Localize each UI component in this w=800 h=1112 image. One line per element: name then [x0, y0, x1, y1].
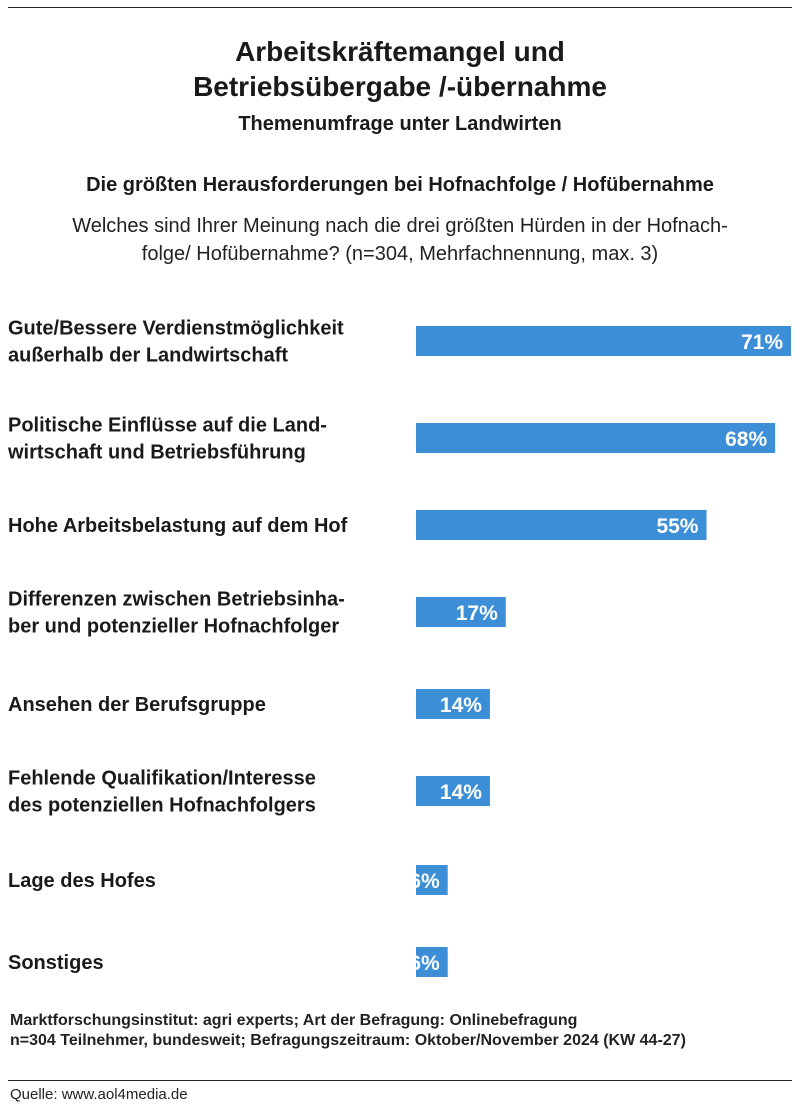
- value-label: 14%: [440, 781, 482, 804]
- value-label: 6%: [409, 870, 440, 893]
- question-line-1: Welches sind Ihrer Meinung nach die drei…: [72, 215, 728, 237]
- bar: [416, 776, 490, 806]
- chart-title: Arbeitskräftemangel und Betriebsübergabe…: [0, 34, 800, 104]
- value-label: 68%: [725, 428, 767, 451]
- category-label-line: wirtschaft und Betriebsführung: [7, 442, 306, 464]
- question-line-2: folge/ Hofübernahme? (n=304, Mehrfachnen…: [141, 243, 659, 265]
- category-label-line: Gute/Bessere Verdienstmöglichkeit: [8, 318, 344, 340]
- bar: [416, 689, 490, 719]
- chart-subtitle: Themenumfrage unter Landwirten: [238, 113, 562, 135]
- bar-chart: Gute/Bessere Verdienstmöglichkeit außerha…: [7, 318, 791, 977]
- bottom-rule: [8, 1080, 792, 1081]
- category-label-line: ber und potenzieller Hofnachfolger: [8, 616, 339, 638]
- category-label-line: Lage des Hofes: [8, 870, 156, 892]
- bar: [416, 510, 707, 540]
- category-label: Politische Einflüsse auf die Land-wirtsc…: [7, 415, 327, 464]
- value-label: 6%: [409, 952, 440, 975]
- bar: [416, 423, 776, 453]
- category-label: Ansehen der Berufsgruppe: [8, 694, 266, 716]
- bar: [416, 326, 791, 356]
- category-label-line: Ansehen der Berufsgruppe: [8, 694, 266, 716]
- value-label: 14%: [440, 694, 482, 717]
- category-label-line: Sonstiges: [8, 952, 104, 974]
- chart-heading: Die größten Herausforderungen bei Hofnac…: [86, 174, 714, 196]
- value-label: 17%: [456, 602, 498, 625]
- value-label: 71%: [741, 331, 783, 354]
- note-line-1: Marktforschungsinstitut: agri experts; A…: [10, 1012, 578, 1029]
- category-label: Hohe Arbeitsbelastung auf dem Hof: [8, 515, 348, 537]
- category-label-line: des potenziellen Hofnachfolgers: [8, 795, 316, 817]
- category-label-line: Fehlende Qualifikation/Interesse: [8, 768, 316, 790]
- bar: [416, 947, 448, 977]
- note-line-2: n=304 Teilnehmer, bundesweit; Befragungs…: [10, 1032, 686, 1049]
- category-label: Gute/Bessere Verdienstmöglichkeit außerha…: [8, 318, 344, 367]
- value-label: 55%: [656, 515, 698, 538]
- source-credit: Quelle: www.aol4media.de: [10, 1086, 188, 1103]
- bar: [416, 865, 448, 895]
- survey-question: Welches sind Ihrer Meinung nach die drei…: [20, 212, 780, 268]
- category-label-line: Differenzen zwischen Betriebsinha-: [8, 589, 345, 611]
- methodology-note: Marktforschungsinstitut: agri experts; A…: [10, 1011, 790, 1051]
- category-label: Differenzen zwischen Betriebsinha-ber un…: [8, 589, 345, 638]
- bar: [416, 597, 506, 627]
- category-label: Sonstiges: [8, 952, 104, 974]
- top-rule: [8, 7, 792, 8]
- category-label: Lage des Hofes: [8, 870, 156, 892]
- category-label-line: außerhalb der Landwirtschaft: [8, 345, 288, 367]
- category-label-line: Politische Einflüsse auf die Land-: [8, 415, 327, 437]
- title-line-2: Betriebsübergabe /-übernahme: [193, 71, 607, 102]
- title-line-1: Arbeitskräftemangel und: [235, 36, 565, 67]
- category-label: Fehlende Qualifikation/Interesse des pote…: [8, 768, 316, 817]
- category-label-line: Hohe Arbeitsbelastung auf dem Hof: [8, 515, 348, 537]
